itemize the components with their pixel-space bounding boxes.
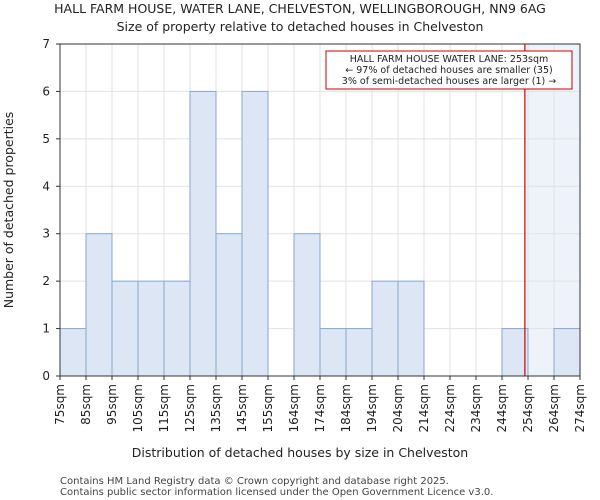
x-tick-label-274sqm: 274sqm [573,384,587,432]
bar-95sqm [111,280,139,377]
x-tick-label-105sqm: 105sqm [131,384,145,432]
x-tick-label-95sqm: 95sqm [105,384,119,425]
x-tick-label-174sqm: 174sqm [313,384,327,432]
y-tick-label-4: 4 [42,179,50,193]
bar-75sqm [59,328,87,377]
x-tick-label-264sqm: 264sqm [547,384,561,432]
y-axis: 0 1 2 3 4 5 6 7 [42,37,60,383]
y-tick-label-2: 2 [42,274,50,288]
x-axis: 75sqm 85sqm 95sqm 105sqm 115sqm 125sqm 135sqm 1… [53,376,587,432]
annotation-line-3: 3% of semi-detached houses are larger (1… [342,76,556,87]
annotation-line-1: HALL FARM HOUSE WATER LANE: 253sqm [350,54,549,65]
bar-184sqm [345,328,373,377]
footer-line-2: Contains public sector information licen… [60,487,493,498]
bars-group [59,90,581,377]
x-tick-label-135sqm: 135sqm [209,384,223,432]
x-axis-label: Distribution of detached houses by size … [132,445,468,460]
footer-line-1: Contains HM Land Registry data © Crown c… [60,476,449,487]
bar-145sqm [241,90,269,377]
x-tick-label-254sqm: 254sqm [521,384,535,432]
bar-105sqm [137,280,165,377]
annotation-border [325,50,573,90]
y-axis-label: Number of detached properties [1,112,16,309]
x-tick-label-155sqm: 155sqm [261,384,275,432]
bar-194sqm [371,280,399,377]
x-tick-label-184sqm: 184sqm [339,384,353,432]
bar-164sqm [293,233,321,377]
x-tick-label-234sqm: 234sqm [469,384,483,432]
bar-264sqm [553,328,581,377]
chart-title: HALL FARM HOUSE, WATER LANE, CHELVESTON,… [54,1,546,16]
x-tick-label-214sqm: 214sqm [417,384,431,432]
x-tick-label-194sqm: 194sqm [365,384,379,432]
y-tick-label-3: 3 [42,227,50,241]
x-tick-label-224sqm: 224sqm [443,384,457,432]
bar-135sqm [215,233,243,377]
y-tick-label-5: 5 [42,132,50,146]
bar-115sqm [163,280,191,377]
annotation-line-2: ← 97% of detached houses are smaller (35… [345,65,552,76]
x-tick-label-204sqm: 204sqm [391,384,405,432]
x-tick-label-125sqm: 125sqm [183,384,197,432]
bar-125sqm [189,90,217,377]
y-tick-label-6: 6 [42,84,50,98]
x-tick-label-244sqm: 244sqm [495,384,509,432]
bar-85sqm [85,233,113,377]
chart-subtitle: Size of property relative to detached ho… [117,19,484,34]
y-tick-label-1: 1 [42,322,50,336]
bar-204sqm [397,280,425,377]
y-tick-label-0: 0 [42,369,50,383]
x-tick-label-115sqm: 115sqm [157,384,171,432]
x-tick-label-164sqm: 164sqm [287,384,301,432]
x-tick-label-75sqm: 75sqm [53,384,67,425]
highlight-region [524,44,580,376]
x-tick-label-145sqm: 145sqm [235,384,249,432]
annotation-box: HALL FARM HOUSE WATER LANE: 253sqm ← 97%… [325,50,573,90]
x-tick-label-85sqm: 85sqm [79,384,93,425]
bar-244sqm [501,328,529,377]
bar-174sqm [319,328,347,377]
y-tick-label-7: 7 [42,37,50,51]
